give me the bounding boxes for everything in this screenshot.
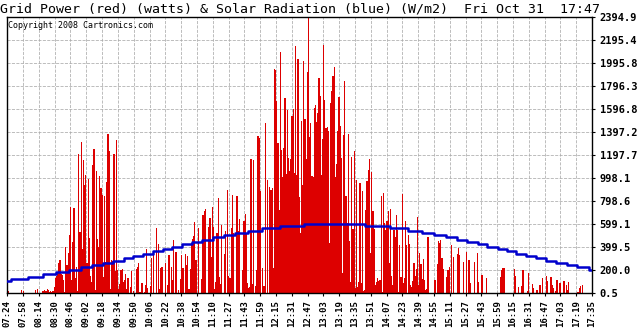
Title: Grid Power (red) (watts) & Solar Radiation (blue) (W/m2)  Fri Oct 31  17:47: Grid Power (red) (watts) & Solar Radiati… xyxy=(0,3,600,16)
Text: Copyright 2008 Cartronics.com: Copyright 2008 Cartronics.com xyxy=(8,21,154,30)
